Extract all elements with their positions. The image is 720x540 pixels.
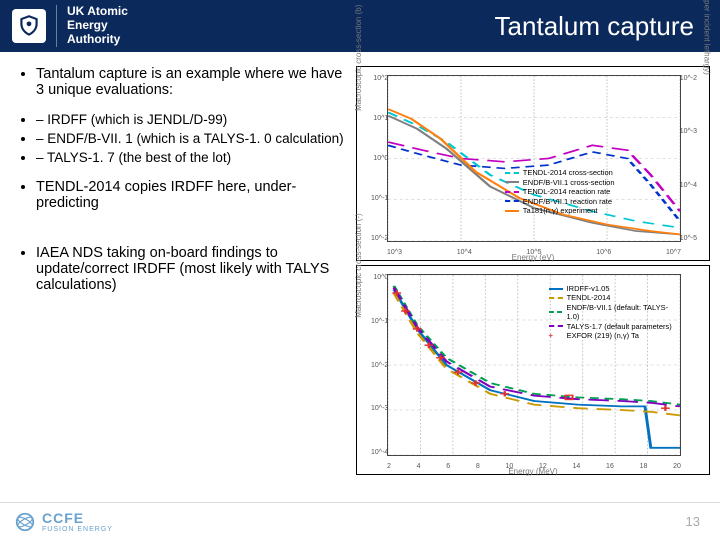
- legend-label: TENDL-2014: [567, 293, 611, 302]
- footer-bar: CCFE FUSION ENERGY 13: [0, 502, 720, 540]
- legend-label: ENDF/B-VII.1 cross-section: [523, 178, 615, 187]
- chart2-legend: IRDFF-v1.05TENDL-2014ENDF/B-VII.1 (defau…: [549, 284, 680, 340]
- legend-label: TALYS-1.7 (default parameters): [567, 322, 672, 331]
- ccfe-logo: CCFE FUSION ENERGY: [14, 510, 113, 533]
- chart1-plot-area: TENDL-2014 cross-sectionENDF/B-VII.1 cro…: [387, 75, 681, 242]
- chart1-yright-label: Normalised reaction-rate (rx. per incide…: [702, 0, 711, 74]
- org-line2: Energy: [67, 19, 128, 33]
- legend-entry: IRDFF-v1.05: [549, 284, 680, 293]
- chart1-yticks-left: 10^210^110^010^-110^-2: [371, 75, 388, 242]
- legend-label: EXFOR (219) (n,γ) Ta: [567, 331, 639, 340]
- legend-entry: +EXFOR (219) (n,γ) Ta: [549, 331, 680, 340]
- chart2-xticks: 2468101214161820: [387, 463, 681, 470]
- chart1-xticks: 10^310^410^510^610^7: [387, 249, 681, 256]
- legend-label: IRDFF-v1.05: [567, 284, 610, 293]
- subbullet-2: ENDF/B-VII. 1 (which is a TALYS-1. 0 cal…: [36, 131, 350, 146]
- chart-bottom: Macroscopic cross-section (-) Energy (Me…: [356, 265, 710, 475]
- subbullet-3: TALYS-1. 7 (the best of the lot): [36, 150, 350, 165]
- legend-entry: ENDF/B-VII.1 (default: TALYS-1.0): [549, 303, 680, 322]
- page-number: 13: [686, 514, 706, 529]
- chart1-legend: TENDL-2014 cross-sectionENDF/B-VII.1 cro…: [505, 168, 615, 215]
- text-column: Tantalum capture is an example where we …: [10, 66, 350, 488]
- charts-column: Macroscopic cross-section (b) Normalised…: [350, 66, 710, 488]
- chart2-y-label: Macroscopic cross-section (-): [354, 213, 363, 317]
- legend-entry: ENDF/B-VII.1 cross-section: [505, 178, 615, 187]
- chart1-yleft-label: Macroscopic cross-section (b): [354, 4, 363, 110]
- bullet-1: Tantalum capture is an example where we …: [36, 66, 350, 98]
- legend-label: TENDL-2014 reaction rate: [523, 187, 611, 196]
- org-line1: UK Atomic: [67, 5, 128, 19]
- legend-label: ENDF/B-VII.1 reaction rate: [523, 197, 612, 206]
- legend-entry: ENDF/B-VII.1 reaction rate: [505, 197, 615, 206]
- ukaea-crest-icon: [12, 9, 46, 43]
- chart1-svg: [388, 76, 680, 241]
- ccfe-name: CCFE: [42, 510, 113, 526]
- chart2-plot-area: IRDFF-v1.05TENDL-2014ENDF/B-VII.1 (defau…: [387, 274, 681, 456]
- org-name: UK Atomic Energy Authority: [56, 5, 128, 46]
- chart1-yticks-right: 10^-210^-310^-410^-5: [680, 75, 697, 242]
- legend-entry: TALYS-1.7 (default parameters): [549, 322, 680, 331]
- subbullet-1: IRDFF (which is JENDL/D-99): [36, 112, 350, 127]
- legend-label: ENDF/B-VII.1 (default: TALYS-1.0): [566, 303, 680, 322]
- legend-label: TENDL-2014 cross-section: [523, 168, 613, 177]
- chart-top: Macroscopic cross-section (b) Normalised…: [356, 66, 710, 261]
- ccfe-sub: FUSION ENERGY: [42, 526, 113, 533]
- content-area: Tantalum capture is an example where we …: [0, 52, 720, 488]
- legend-entry: TENDL-2014 cross-section: [505, 168, 615, 177]
- legend-label: Ta181(n,γ) experiment: [523, 206, 598, 215]
- legend-entry: Ta181(n,γ) experiment: [505, 206, 615, 215]
- slide-title: Tantalum capture: [128, 11, 708, 42]
- chart2-yticks: 10^010^-110^-210^-310^-4: [371, 274, 388, 456]
- org-line3: Authority: [67, 33, 128, 47]
- bullet-3: IAEA NDS taking on-board findings to upd…: [36, 245, 350, 293]
- ccfe-mark-icon: [14, 511, 36, 533]
- legend-entry: TENDL-2014: [549, 293, 680, 302]
- legend-entry: TENDL-2014 reaction rate: [505, 187, 615, 196]
- bullet-2: TENDL-2014 copies IRDFF here, under-pred…: [36, 179, 350, 211]
